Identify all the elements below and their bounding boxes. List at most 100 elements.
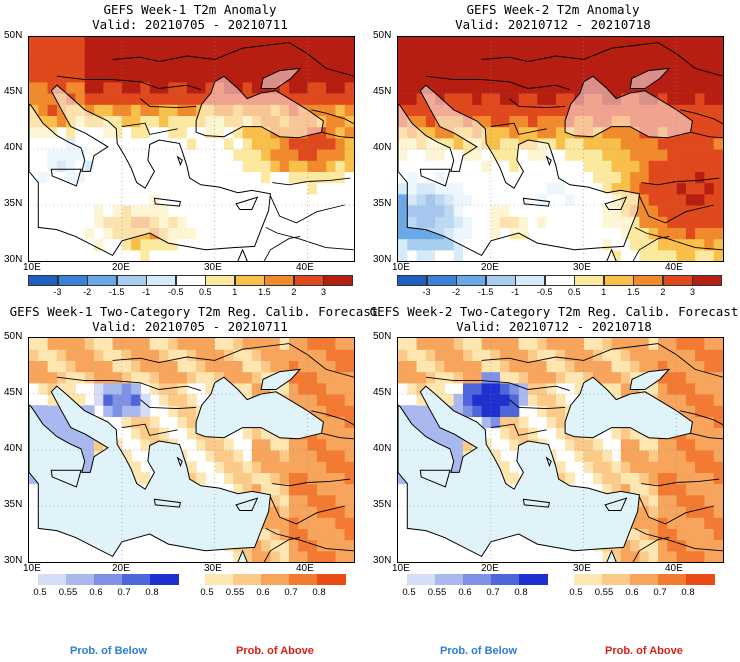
panel-valid: Valid: 20210705 - 20210711	[92, 319, 288, 334]
colorbar-swatch	[233, 574, 262, 585]
lon-label: 30E	[204, 262, 222, 273]
colorbar-label: 0.55	[58, 587, 78, 598]
colorbar-swatch	[686, 574, 715, 585]
country-border	[321, 131, 354, 139]
panel-week2-anomaly: GEFS Week-2 T2m Anomaly Valid: 20210712 …	[370, 0, 740, 300]
mediterranean-sea	[29, 84, 271, 257]
sea-of-azov	[629, 368, 671, 390]
prob-below-legend-text: Prob. of Below	[440, 645, 517, 657]
colorbar-label: 0.55	[427, 587, 447, 598]
country-border	[263, 536, 301, 562]
lat-label: 40N	[373, 142, 392, 153]
panel-title: GEFS Week-1 T2m Anomaly	[103, 2, 277, 17]
island-outline	[235, 196, 259, 210]
country-border	[265, 527, 354, 552]
country-border	[425, 376, 570, 392]
black-sea	[564, 75, 693, 139]
colorbar-label: -1.5	[477, 287, 494, 297]
lat-label: 35N	[373, 198, 392, 209]
prob-below-colorbar: 0.5 0.55 0.6 0.7 0.8	[33, 574, 183, 598]
country-border	[680, 410, 723, 426]
country-border	[634, 226, 723, 251]
lon-label: 10E	[23, 563, 41, 574]
colorbar-swatch	[205, 275, 236, 286]
lon-label: 20E	[481, 262, 499, 273]
colorbar-swatch	[28, 275, 59, 286]
colorbar-label: 0.8	[145, 587, 159, 598]
country-border	[638, 496, 714, 525]
lon-label: 10E	[392, 563, 410, 574]
lon-label: 40E	[296, 262, 314, 273]
mediterranean-sea	[29, 385, 271, 558]
prob-above-colorbar: 0.5 0.55 0.6 0.7 0.8	[569, 574, 719, 598]
colorbar-swatch	[205, 574, 234, 585]
colorbar-label: 0.7	[117, 587, 131, 598]
colorbar-swatch	[87, 275, 118, 286]
colorbar-label: 0.8	[681, 587, 695, 598]
country-border	[121, 122, 178, 135]
colorbar-label: 1	[232, 287, 238, 297]
island-outline	[235, 497, 259, 511]
colorbar-label: -2	[452, 287, 461, 297]
colorbar-swatch	[491, 574, 520, 585]
country-border	[140, 399, 197, 410]
island-outline	[522, 498, 551, 508]
colorbar-label: 0.6	[458, 587, 472, 598]
colorbar-swatch	[515, 275, 546, 286]
panel-title: GEFS Week-2 Two-Category T2m Reg. Calib.…	[369, 304, 739, 319]
red-sea	[237, 549, 248, 562]
colorbar-swatch	[57, 275, 88, 286]
colorbar-label: -1	[142, 287, 151, 297]
country-border	[112, 343, 354, 378]
country-border	[263, 235, 301, 261]
lat-label: 35N	[4, 198, 23, 209]
country-border	[112, 42, 354, 77]
colorbar-label: -0.5	[536, 287, 553, 297]
lat-label: 35N	[4, 499, 23, 510]
lat-label: 30N	[373, 254, 392, 265]
colorbar-label: -1.5	[108, 287, 125, 297]
country-border	[269, 195, 345, 224]
colorbar-label: -3	[422, 287, 431, 297]
island-outline	[604, 196, 628, 210]
island-outline	[545, 456, 552, 468]
colorbar-label: 0.5	[402, 587, 416, 598]
country-border	[632, 536, 670, 562]
island-outline	[153, 197, 182, 207]
country-border	[632, 235, 670, 261]
colorbar-swatch	[435, 574, 464, 585]
colorbar-swatch	[633, 275, 664, 286]
country-border	[638, 195, 714, 224]
country-border	[481, 343, 723, 378]
prob-below-legend-text: Prob. of Below	[70, 645, 147, 657]
sea-of-azov	[629, 67, 671, 89]
country-border	[481, 42, 723, 77]
colorbar-label: 0.8	[514, 587, 528, 598]
colorbar-label: 0.5	[199, 287, 212, 297]
colorbar-swatch	[175, 275, 206, 286]
island-outline	[419, 168, 451, 187]
colorbar-swatch	[150, 574, 179, 585]
colorbar-label: 0.5	[200, 587, 214, 598]
colorbar-swatch	[463, 574, 492, 585]
country-border	[56, 376, 201, 392]
sea-of-azov	[260, 368, 302, 390]
colorbar-label: 3	[689, 287, 695, 297]
colorbar-label: 0.6	[625, 587, 639, 598]
country-border	[321, 432, 354, 440]
country-border	[121, 423, 178, 436]
lat-label: 40N	[4, 142, 23, 153]
island-outline	[176, 456, 183, 468]
colorbar-swatch	[630, 574, 659, 585]
colorbar-label: 0.8	[312, 587, 326, 598]
lat-label: 40N	[4, 443, 23, 454]
lon-label: 30E	[573, 563, 591, 574]
black-sea	[195, 75, 324, 139]
colorbar-label: -0.5	[167, 287, 184, 297]
lat-label: 45N	[4, 86, 23, 97]
country-border	[509, 98, 566, 109]
lon-label: 20E	[112, 563, 130, 574]
colorbar-swatch	[544, 275, 575, 286]
prob-above-legend-text: Prob. of Above	[236, 645, 314, 657]
colorbar-swatch	[397, 275, 428, 286]
